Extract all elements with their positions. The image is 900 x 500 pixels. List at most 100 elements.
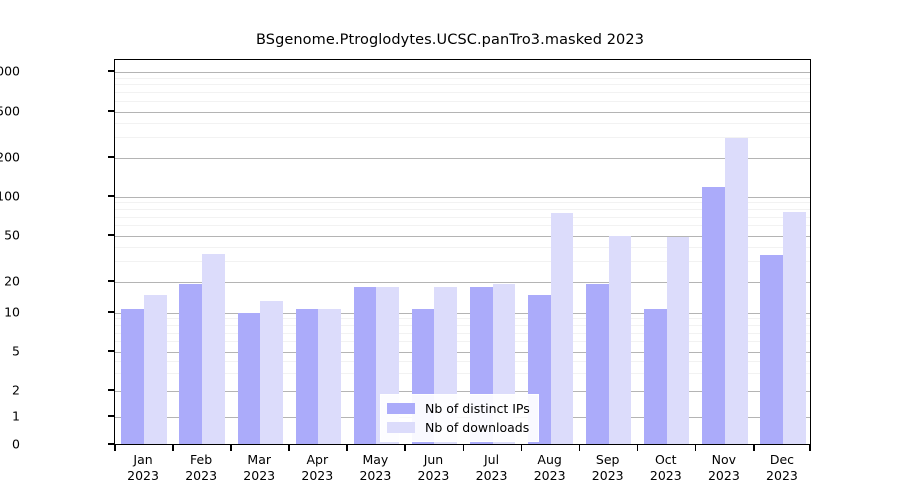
x-axis-label-year: 2023 [185, 468, 218, 483]
y-axis-tick-label: 5 [12, 343, 20, 359]
x-axis-label-month: Jul [483, 452, 500, 467]
bar-mar-downloads [260, 301, 283, 444]
gridline-minor [115, 216, 810, 218]
gridline-major [115, 196, 810, 198]
gridline-minor [115, 92, 810, 94]
y-axis-tick-mark [108, 415, 114, 417]
gridline-minor [115, 225, 810, 227]
x-axis-label-year: 2023 [591, 468, 624, 483]
gridline-major [115, 312, 810, 314]
x-axis-label-year: 2023 [649, 468, 682, 483]
x-axis-label-year: 2023 [417, 468, 450, 483]
bar-jan-distinct-ips [121, 308, 145, 444]
x-axis-tick-mark [752, 445, 755, 451]
legend-label: Nb of downloads [425, 420, 530, 435]
legend-label: Nb of distinct IPs [425, 401, 530, 416]
x-axis-tick-mark [404, 445, 406, 451]
x-axis-label-month: Jun [423, 452, 444, 467]
legend-item: Nb of downloads [387, 418, 530, 437]
y-axis-tick-label: 10 [4, 304, 20, 320]
gridline-minor [115, 341, 810, 343]
y-axis: 0 1 2 5 10 20 50 100 200 500 1000 [0, 0, 114, 500]
y-axis-tick-mark [108, 195, 114, 197]
x-axis-tick-label: Jan 2023 [101, 452, 185, 484]
gridline-major [115, 157, 810, 159]
x-axis-tick-label: Dec 2023 [740, 452, 824, 484]
gridline-major [115, 71, 810, 73]
bar-nov-downloads [724, 137, 748, 444]
x-axis-label-month: Oct [654, 452, 677, 467]
y-axis-tick-label: 500 [0, 103, 20, 119]
x-axis-label-year: 2023 [301, 468, 334, 483]
legend-swatch-icon [387, 422, 415, 433]
x-axis-tick-label: Apr 2023 [275, 452, 359, 484]
bar-feb-downloads [202, 253, 225, 444]
x-axis-label-month: Mar [247, 452, 271, 467]
x-axis-tick-mark [809, 445, 811, 451]
bar-mar-distinct-ips [237, 313, 261, 444]
y-axis-tick-label: 50 [4, 227, 20, 243]
x-axis-label-year: 2023 [766, 468, 798, 483]
x-axis-tick-mark [578, 445, 581, 451]
x-axis-tick-label: Aug 2023 [508, 452, 592, 484]
x-axis-label-month: Apr [306, 452, 329, 467]
gridline-major [115, 235, 810, 237]
bar-sep-downloads [608, 236, 632, 444]
bar-apr-distinct-ips [295, 308, 319, 444]
x-axis-label-year: 2023 [127, 468, 159, 483]
x-axis-tick-mark [346, 445, 348, 451]
gridline-minor [115, 202, 810, 204]
gridline-minor [115, 137, 810, 139]
gridline-minor [115, 84, 810, 86]
chart-legend: Nb of distinct IPs Nb of downloads [380, 394, 539, 442]
bar-apr-downloads [318, 308, 341, 444]
y-axis-tick-mark [108, 70, 114, 72]
x-axis-label-month: Dec [769, 452, 795, 467]
x-axis-label-year: 2023 [359, 468, 392, 483]
x-axis-tick-mark [230, 445, 232, 451]
gridline-minor [115, 122, 810, 124]
x-axis-tick-mark [520, 445, 523, 451]
bar-may-distinct-ips [353, 286, 377, 444]
y-axis-tick-mark [108, 280, 114, 282]
y-axis-tick-label: 1000 [0, 63, 20, 79]
bar-sep-distinct-ips [586, 284, 609, 444]
x-axis-tick-mark [114, 445, 116, 451]
gridline-major [115, 351, 810, 353]
gridline-major [115, 390, 810, 392]
gridline-minor [115, 318, 810, 320]
bar-oct-downloads [666, 237, 690, 444]
y-axis-tick-label: 100 [0, 188, 20, 204]
y-axis-tick-label: 200 [0, 149, 20, 165]
gridline-minor [115, 261, 810, 263]
x-axis-tick-label: May 2023 [333, 452, 417, 484]
gridline-minor [115, 325, 810, 327]
y-axis-tick-mark [108, 443, 114, 445]
y-axis-tick-mark [108, 110, 114, 112]
y-axis-tick-label: 2 [12, 382, 20, 398]
x-axis-tick-label: Jun 2023 [391, 452, 475, 484]
gridline-minor [115, 100, 810, 102]
gridline-minor [115, 209, 810, 211]
x-axis-tick-label: Feb 2023 [159, 452, 243, 484]
x-axis-tick-mark [288, 445, 290, 451]
bar-dec-distinct-ips [760, 255, 783, 444]
bar-aug-downloads [550, 213, 574, 444]
y-axis-tick-mark [108, 311, 114, 313]
gridline-minor [115, 373, 810, 375]
x-axis-tick-mark [462, 445, 465, 451]
chart-title: BSgenome.Ptroglodytes.UCSC.panTro3.maske… [255, 32, 645, 48]
x-axis-tick-label: Jul 2023 [450, 452, 534, 484]
gridline-major [115, 111, 810, 113]
bar-jan-downloads [144, 294, 167, 444]
legend-item: Nb of distinct IPs [387, 399, 530, 418]
bar-feb-distinct-ips [179, 284, 203, 444]
gridline-major [115, 281, 810, 283]
y-axis-tick-mark [108, 156, 114, 158]
x-axis-tick-mark [172, 445, 174, 451]
x-axis-label-year: 2023 [475, 468, 508, 483]
y-axis-tick-mark [108, 350, 114, 352]
x-axis-label-year: 2023 [707, 468, 740, 483]
